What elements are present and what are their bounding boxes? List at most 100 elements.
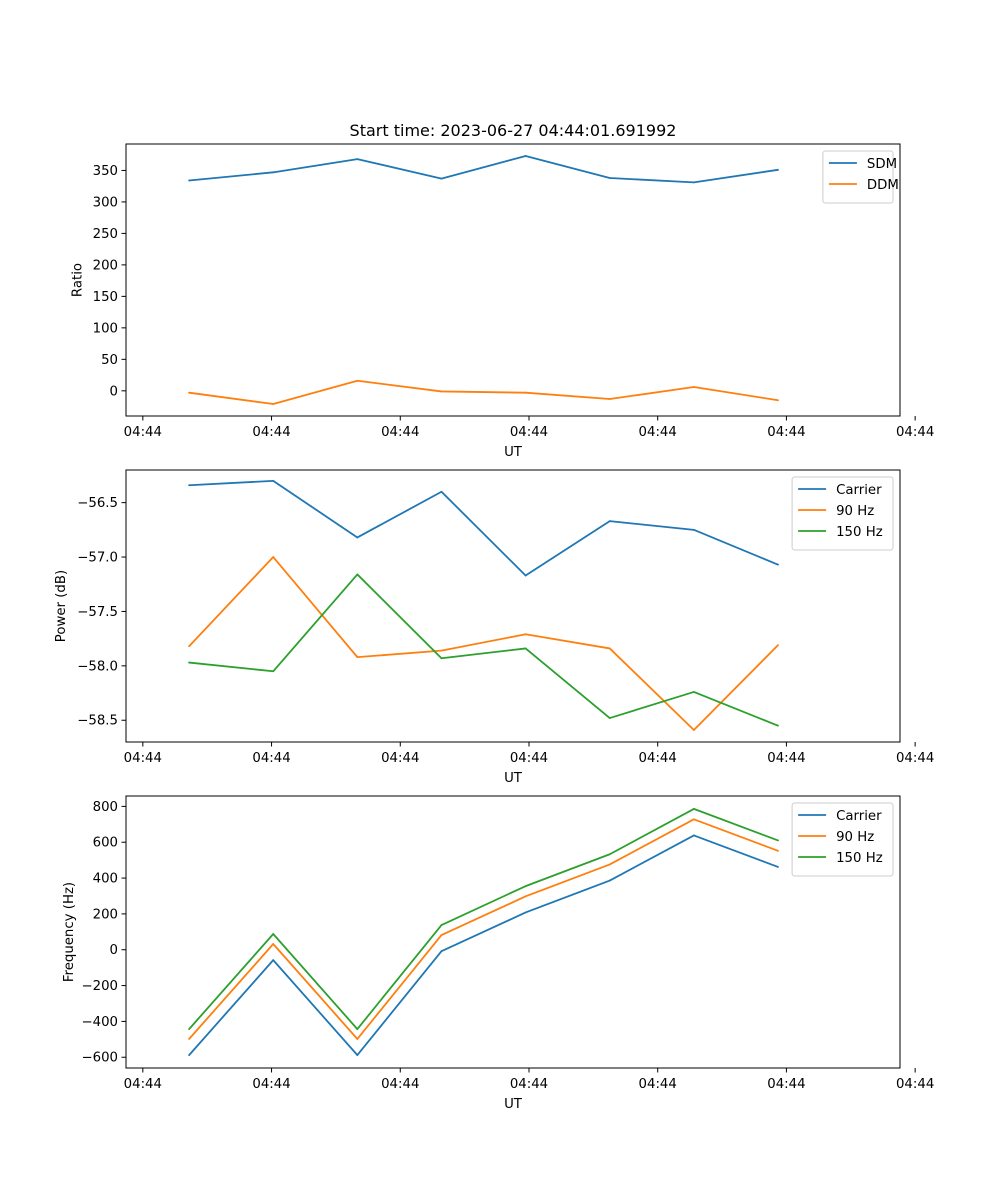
ratio-x-tick-label: 04:44	[510, 425, 548, 440]
frequency-series-150-hz-point	[524, 885, 527, 888]
frequency-y-axis-label: Frequency (Hz)	[62, 882, 77, 982]
ratio-y-tick-label: 50	[101, 353, 118, 368]
frequency-series-carrier-line	[188, 834, 779, 1056]
ratio-panel: 04:44 04:44 04:44 04:44 04:44 04:44 04:44 0 50 10…	[70, 143, 934, 460]
power-x-tick-label: 04:44	[896, 751, 934, 766]
power-series-150-hz-line	[189, 573, 779, 727]
ratio-series-sdm-point	[356, 158, 359, 161]
ratio-series-sdm-point	[440, 177, 443, 180]
power-series-150-hz-point	[777, 724, 779, 727]
frequency-series-90-hz-point	[777, 849, 779, 852]
frequency-y-tick-label: 0	[110, 943, 118, 958]
power-series-90-hz-point	[272, 556, 275, 558]
power-y-tick-label: −56.5	[77, 496, 118, 511]
frequency-series-90-hz-point	[692, 818, 695, 821]
power-series-90-hz-point	[692, 729, 695, 731]
power-series-150-hz-point	[272, 670, 275, 673]
ratio-y-tick-label: 300	[93, 195, 118, 210]
power-series-carrier-point	[777, 563, 779, 566]
power-series-150-hz-point	[188, 661, 190, 664]
ratio-x-tick-label: 04:44	[124, 425, 162, 440]
ratio-series-sdm-point	[692, 181, 695, 184]
ratio-legend: SDM DDM	[822, 150, 899, 204]
ratio-series-sdm-point	[608, 177, 611, 179]
ratio-y-tick-label: 150	[93, 290, 118, 305]
ratio-series-ddm-point	[272, 403, 275, 405]
frequency-series-carrier-point	[356, 1054, 359, 1056]
power-legend-label-90-hz: 90 Hz	[836, 504, 874, 519]
ratio-series-ddm-point	[524, 391, 527, 394]
ratio-legend-label-ddm: DDM	[867, 178, 899, 193]
ratio-legend-label-sdm: SDM	[867, 157, 897, 172]
ratio-x-axis-label: UT	[504, 445, 523, 460]
power-series-90-hz-line	[188, 556, 779, 731]
ratio-series-ddm-point	[777, 399, 779, 402]
power-plot-frame	[125, 469, 901, 743]
frequency-series-150-hz-point	[440, 924, 443, 926]
ratio-y-tick-label: 250	[93, 227, 118, 242]
ratio-y-tick-label: 350	[93, 164, 118, 179]
power-series-carrier-point	[608, 520, 611, 523]
ratio-series-ddm-point	[356, 379, 359, 382]
power-x-tick-label: 04:44	[510, 751, 548, 766]
power-legend: Carrier 90 Hz 150 Hz	[791, 476, 894, 551]
ratio-series-sdm-point	[188, 179, 190, 182]
ratio-series-ddm-point	[188, 391, 190, 394]
frequency-series-90-hz-point	[440, 934, 443, 936]
power-legend-label-carrier: Carrier	[836, 483, 882, 498]
power-y-tick-label: −58.0	[77, 659, 118, 674]
ratio-series-ddm-point	[692, 386, 695, 388]
ratio-x-tick-label: 04:44	[896, 425, 934, 440]
power-legend-label-150-hz: 150 Hz	[836, 525, 883, 540]
ratio-x-tick-label: 04:44	[767, 425, 805, 440]
frequency-panel: 04:44 04:44 04:44 04:44 04:44 04:44 04:44 −600 −…	[62, 795, 934, 1112]
frequency-series-carrier-point	[692, 834, 695, 837]
frequency-x-tick-label: 04:44	[767, 1077, 805, 1092]
power-series-150-hz-point	[692, 691, 695, 693]
frequency-y-tick-label: 800	[93, 800, 118, 815]
frequency-series-90-hz-point	[272, 943, 275, 945]
power-y-tick-label: −57.5	[77, 605, 118, 620]
frequency-series-150-hz-point	[188, 1028, 190, 1031]
power-x-tick-label: 04:44	[767, 751, 805, 766]
power-series-150-hz-point	[440, 657, 443, 660]
frequency-series-150-hz-line	[188, 808, 779, 1031]
power-series-carrier-point	[440, 490, 443, 493]
frequency-y-tick-label: 600	[93, 836, 118, 851]
power-x-tick-label: 04:44	[381, 751, 419, 766]
power-y-axis-label: Power (dB)	[54, 570, 69, 642]
ratio-series-sdm-point	[777, 168, 779, 171]
power-series-90-hz-point	[356, 656, 359, 659]
frequency-series-150-hz-point	[272, 933, 275, 935]
ratio-series-ddm-point	[440, 390, 443, 393]
power-series-carrier-point	[188, 484, 190, 487]
ratio-series-sdm-line	[189, 155, 779, 184]
ratio-series-sdm-point	[524, 155, 527, 157]
panels: 04:44 04:44 04:44 04:44 04:44 04:44 04:44 0 50 10…	[54, 143, 934, 1112]
power-series-carrier-point	[356, 536, 359, 539]
frequency-legend-label-carrier: Carrier	[836, 809, 882, 824]
frequency-series-90-hz-point	[524, 895, 527, 898]
power-series-90-hz-point	[440, 649, 443, 652]
frequency-series-90-hz-line	[188, 818, 779, 1040]
ratio-y-tick-label: 200	[93, 258, 118, 273]
frequency-x-axis-label: UT	[504, 1097, 523, 1112]
ratio-x-tick-label: 04:44	[252, 425, 290, 440]
power-series-150-hz-point	[524, 647, 527, 650]
ratio-legend-box	[822, 150, 894, 204]
ratio-series-sdm-point	[272, 171, 275, 174]
frequency-series-150-hz-point	[608, 853, 611, 856]
ratio-y-tick-label: 100	[93, 321, 118, 336]
power-panel: 04:44 04:44 04:44 04:44 04:44 04:44 04:44 −58.5…	[54, 469, 934, 786]
frequency-series-90-hz-point	[608, 863, 611, 866]
frequency-x-tick-label: 04:44	[252, 1077, 290, 1092]
ratio-series-ddm-line	[188, 379, 779, 405]
frequency-series-carrier-point	[440, 950, 443, 953]
power-series-90-hz-point	[608, 647, 611, 650]
frequency-legend-label-90-hz: 90 Hz	[836, 830, 874, 845]
power-series-carrier-line	[189, 479, 779, 577]
power-series-150-hz-point	[608, 717, 611, 719]
power-x-tick-label: 04:44	[124, 751, 162, 766]
figure-title: Start time: 2023-06-27 04:44:01.691992	[350, 121, 677, 140]
